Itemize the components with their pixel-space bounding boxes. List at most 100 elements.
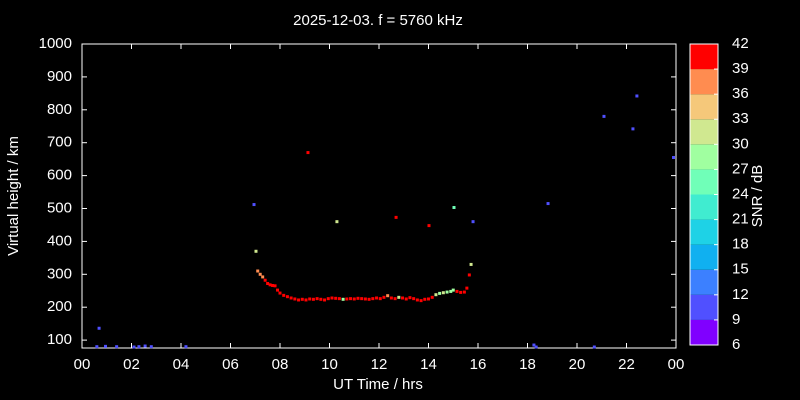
colorbar-swatch (690, 319, 718, 345)
data-point (149, 345, 153, 349)
data-point (311, 297, 315, 301)
y-tick-label: 600 (47, 167, 72, 184)
y-tick-label: 200 (47, 298, 72, 315)
data-point (308, 297, 312, 301)
y-tick-label: 800 (47, 101, 72, 118)
data-point (465, 286, 469, 290)
data-point (430, 295, 434, 299)
data-point (631, 127, 635, 131)
colorbar-tick-label: 36 (732, 85, 749, 102)
data-point (300, 297, 304, 301)
data-point (438, 291, 442, 295)
x-tick-label: 00 (74, 356, 91, 373)
data-point (273, 284, 277, 288)
y-tick-label: 900 (47, 68, 72, 85)
y-tick-label: 700 (47, 134, 72, 151)
data-point (423, 297, 427, 301)
colorbar-tick-label: 9 (732, 311, 740, 328)
colorbar-swatch (690, 94, 718, 120)
data-point (335, 220, 339, 224)
data-point (95, 345, 99, 349)
colorbar-tick-label: 39 (732, 60, 749, 77)
data-point (449, 289, 453, 293)
data-point (427, 297, 430, 301)
colorbar-swatch (690, 269, 718, 295)
data-point (271, 283, 275, 287)
x-tick-label: 10 (321, 356, 338, 373)
data-point (462, 290, 466, 294)
colorbar-tick-label: 33 (732, 110, 749, 127)
data-point (360, 297, 364, 301)
data-point (672, 156, 676, 160)
data-point (427, 224, 431, 228)
data-point (278, 291, 282, 295)
y-axis-label: Virtual height / km (5, 136, 22, 256)
x-tick-label: 06 (222, 356, 239, 373)
x-tick-label: 16 (470, 356, 487, 373)
data-point (455, 289, 459, 293)
data-point (412, 297, 416, 301)
data-point (97, 326, 101, 330)
y-tick-label: 300 (47, 265, 72, 282)
data-point (356, 296, 360, 300)
data-point (143, 344, 147, 348)
data-point (323, 298, 327, 302)
data-point (592, 345, 596, 349)
data-point (345, 297, 349, 301)
data-point (382, 295, 386, 299)
colorbar-tick-label: 21 (732, 211, 749, 228)
data-point (371, 297, 375, 301)
colorbar-tick-label: 42 (732, 35, 749, 52)
x-axis-label: UT Time / hrs (333, 376, 423, 393)
colorbar-swatch (690, 194, 718, 220)
data-point (534, 345, 538, 349)
data-point (389, 296, 393, 300)
data-point (254, 249, 258, 253)
data-point (261, 275, 265, 279)
data-point (104, 344, 108, 348)
colorbar-tick-label: 12 (732, 286, 749, 303)
data-point (546, 202, 550, 206)
data-point (532, 343, 536, 347)
data-point (252, 203, 256, 207)
data-point (263, 278, 267, 282)
colorbar-swatch (690, 244, 718, 270)
data-point (415, 298, 419, 302)
colorbar-label: SNR / dB (749, 165, 766, 228)
x-tick-label: 14 (420, 356, 437, 373)
data-point (419, 299, 423, 303)
data-point (285, 295, 289, 299)
y-tick-label: 100 (47, 331, 72, 348)
data-point (266, 282, 270, 286)
colorbar-swatch (690, 44, 718, 70)
data-point (326, 297, 330, 301)
y-tick-label: 500 (47, 199, 72, 216)
data-point (602, 114, 606, 118)
data-point (184, 345, 188, 349)
data-point (441, 291, 445, 295)
data-point (434, 293, 438, 297)
data-point (334, 296, 338, 300)
data-point (408, 296, 412, 300)
colorbar-swatch (690, 169, 718, 195)
data-point (367, 297, 371, 301)
x-tick-label: 12 (371, 356, 388, 373)
data-point (289, 296, 293, 300)
data-point (352, 297, 356, 301)
data-point (363, 297, 367, 301)
colorbar-swatch (690, 294, 718, 320)
data-point (137, 345, 141, 349)
data-point (459, 290, 463, 294)
data-point (304, 298, 308, 302)
data-point (397, 295, 401, 299)
data-point (452, 206, 456, 210)
data-point (341, 297, 345, 301)
data-point (471, 220, 475, 224)
data-point (635, 94, 639, 98)
data-point (401, 296, 405, 300)
data-point (349, 297, 353, 301)
data-point (404, 297, 408, 301)
data-point (306, 151, 310, 155)
